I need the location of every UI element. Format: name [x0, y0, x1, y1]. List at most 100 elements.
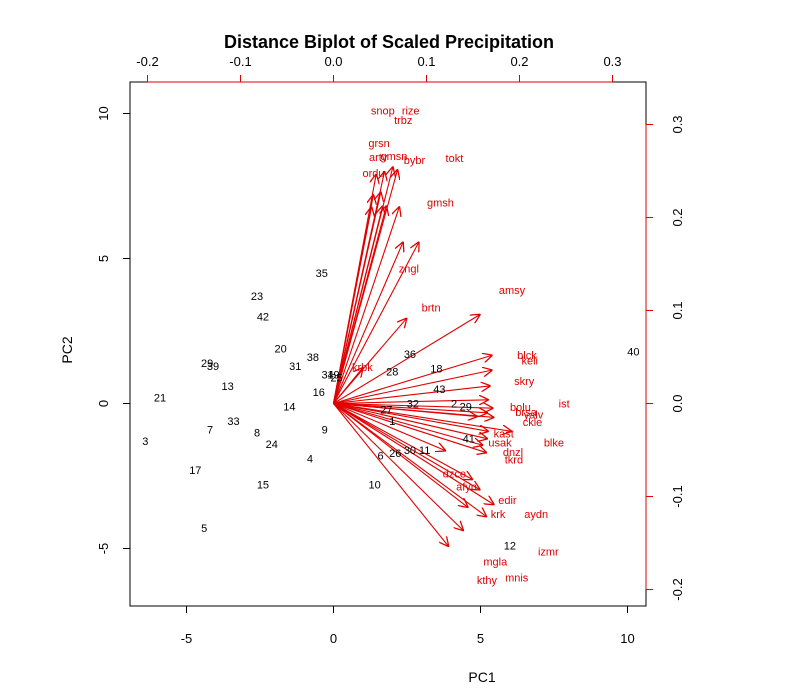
- observation-point: 32: [407, 399, 419, 411]
- loading-arrow: [333, 403, 469, 508]
- observation-point: 24: [266, 439, 278, 451]
- right-tick-label: 0.1: [670, 301, 685, 319]
- loading-arrow: [333, 403, 481, 490]
- right-tick-label: 0.3: [670, 115, 685, 133]
- variable-label: tkrd: [505, 454, 523, 466]
- left-axis: -5 0 5 10: [96, 106, 131, 555]
- loading-arrow: [333, 386, 491, 405]
- observation-point: 11: [419, 445, 430, 457]
- variable-label: afyn: [456, 481, 477, 493]
- observation-point: 17: [189, 465, 201, 477]
- loading-arrow: [332, 166, 394, 404]
- top-tick-label: -0.1: [229, 54, 251, 69]
- observation-point: 13: [222, 381, 234, 393]
- loading-arrow: [333, 402, 488, 413]
- loading-arrow: [333, 402, 489, 432]
- observation-point: 5: [201, 523, 207, 535]
- observation-point: 39: [207, 361, 219, 373]
- loading-arrow: [333, 402, 488, 439]
- loading-arrow: [333, 314, 481, 404]
- observation-point: 10: [369, 480, 381, 492]
- variable-label: artv: [369, 152, 388, 164]
- variable-label: ist: [559, 399, 570, 411]
- observation-point: 40: [627, 346, 639, 358]
- observation-point: 4: [307, 454, 313, 466]
- loading-arrow: [333, 402, 478, 417]
- observation-point: 38: [307, 352, 319, 364]
- variable-label: grsn: [368, 138, 389, 150]
- observation-point: 23: [251, 291, 263, 303]
- variable-label: tokt: [446, 153, 464, 165]
- variable-label: mgla: [483, 557, 508, 569]
- observation-point: 15: [257, 480, 269, 492]
- loading-arrow: [332, 242, 404, 404]
- loading-arrow: [333, 403, 474, 480]
- top-tick-label: 0.3: [603, 54, 621, 69]
- loading-arrow: [333, 402, 447, 451]
- x-axis-label: PC1: [468, 669, 495, 685]
- variable-label: brtn: [422, 303, 441, 315]
- observation-point: 27: [380, 404, 392, 416]
- variable-label: skry: [514, 376, 535, 388]
- observation-point: 20: [274, 343, 286, 355]
- variable-label: amsy: [499, 285, 526, 297]
- bottom-tick-label: 0: [330, 631, 337, 646]
- observation-point: 41: [463, 433, 475, 445]
- variable-label: trbz: [394, 115, 412, 127]
- chart-title: Distance Biplot of Scaled Precipitation: [224, 32, 554, 52]
- variable-label: usak: [488, 438, 512, 450]
- right-tick-label: 0.2: [670, 208, 685, 226]
- loading-arrow: [333, 367, 364, 404]
- observation-point: 7: [207, 425, 213, 437]
- observation-point: 18: [430, 364, 442, 376]
- loading-arrow: [332, 174, 377, 404]
- observation-point: 35: [316, 268, 328, 280]
- top-axis: -0.2 -0.1 0.0 0.1 0.2 0.3: [136, 54, 622, 83]
- loading-arrow: [333, 403, 495, 505]
- variable-label: krk: [491, 509, 506, 521]
- variable-label: aydn: [524, 509, 548, 521]
- loading-arrows: [332, 166, 513, 547]
- variable-label: zngl: [399, 264, 419, 276]
- loading-arrow: [333, 404, 494, 409]
- observation-point: 2: [451, 399, 457, 411]
- top-tick-label: 0.0: [324, 54, 342, 69]
- observation-point: 8: [254, 428, 260, 440]
- observation-point: 31: [289, 361, 301, 373]
- variable-label: ckle: [523, 417, 543, 429]
- bottom-tick-label: 5: [477, 631, 484, 646]
- right-tick-label: -0.1: [670, 485, 685, 507]
- left-tick-label: 0: [96, 400, 111, 407]
- observation-labels: 3211757293913338152423422014313849163419…: [142, 268, 639, 553]
- variable-label: yalv: [524, 410, 544, 422]
- variable-label: rize: [402, 106, 420, 118]
- observation-point: 21: [154, 393, 166, 405]
- y-axis-label: PC2: [59, 336, 75, 363]
- right-axis: -0.2 -0.1 0.0 0.1 0.2 0.3: [645, 115, 685, 601]
- loading-arrow: [333, 370, 493, 405]
- variable-label: dnzl: [503, 447, 523, 459]
- observation-point: 43: [433, 384, 445, 396]
- observation-point: 25: [330, 372, 342, 384]
- observation-point: 1: [389, 416, 395, 428]
- bottom-axis: -5 0 5 10: [181, 605, 635, 646]
- loading-arrow: [333, 403, 464, 531]
- variable-label: keli: [521, 356, 538, 368]
- variable-label: dzce: [443, 468, 466, 480]
- observation-point: 12: [504, 541, 516, 553]
- variable-label: brsa: [515, 407, 537, 419]
- variable-label: krbk: [352, 362, 373, 374]
- variable-label: izmr: [538, 546, 559, 558]
- bottom-tick-label: -5: [181, 631, 193, 646]
- observation-point: 34: [321, 370, 333, 382]
- right-tick-label: 0.0: [670, 394, 685, 412]
- left-tick-label: 5: [96, 255, 111, 262]
- observation-point: 16: [313, 387, 325, 399]
- loading-arrow: [332, 206, 400, 404]
- variable-label: blck: [517, 350, 537, 362]
- variable-label: bybr: [404, 155, 426, 167]
- loading-arrow: [333, 403, 449, 547]
- left-tick-label: -5: [96, 543, 111, 555]
- observation-point: 19: [327, 370, 339, 382]
